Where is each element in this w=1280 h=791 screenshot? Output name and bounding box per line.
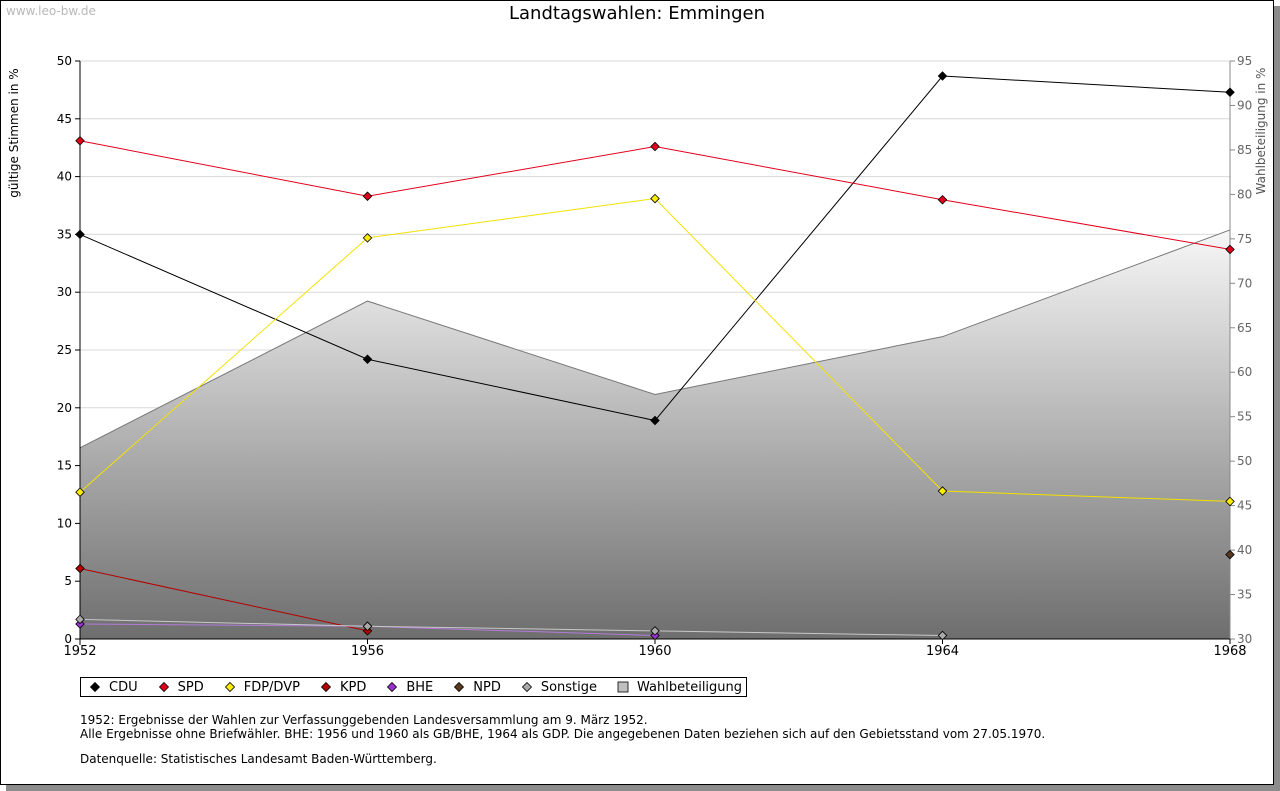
legend-item-sonstige: Sonstige [521, 680, 597, 695]
y-tick-label-left: 35 [57, 227, 72, 241]
turnout-area [79, 229, 1231, 639]
legend-label-fdp-dvp: FDP/DVP [243, 679, 300, 695]
y-tick-label-right: 80 [1237, 187, 1252, 201]
legend-label-kpd: KPD [339, 679, 367, 695]
turnout-line [79, 229, 1231, 449]
legend-label-bhe: BHE [406, 679, 434, 695]
data-point-cdu [75, 229, 85, 240]
frame-shadow-right [1274, 6, 1280, 791]
legend-item-spd: SPD [158, 680, 204, 695]
legend-item-fdp-dvp: FDP/DVP [224, 680, 300, 695]
data-point-cdu [937, 71, 948, 81]
series [75, 71, 1235, 641]
y-tick-label-right: 50 [1237, 454, 1252, 468]
x-tick-label: 1952 [63, 644, 96, 659]
data-point-fdp-dvp [650, 193, 660, 204]
y-tick-label-right: 75 [1237, 232, 1252, 246]
data-point-sonstige [937, 630, 948, 641]
legend-item-wahlbeteiligung: Wahlbeteiligung [617, 680, 742, 695]
y-tick-label-right: 70 [1237, 276, 1252, 290]
y-tick-label-right: 30 [1237, 632, 1252, 646]
x-tick-label: 1960 [638, 644, 671, 659]
legend-marker-bhe [387, 681, 398, 693]
legend-swatch [224, 681, 235, 693]
legend-item-bhe: BHE [386, 680, 433, 695]
y-tick-label-left: 10 [57, 516, 72, 530]
legend-swatch [89, 681, 101, 693]
x-tick-label: 1956 [351, 644, 384, 659]
y-tick-label-right: 55 [1237, 410, 1252, 424]
y-tick-label-left: 15 [57, 459, 72, 473]
legend-swatch [454, 681, 465, 693]
legend-item-npd: NPD [453, 680, 501, 695]
y-tick-label-left: 30 [57, 285, 72, 299]
legend-swatch [521, 681, 532, 693]
y-tick-label-left: 25 [57, 343, 72, 357]
data-point-cdu [1225, 87, 1235, 97]
legend-marker-wahlbeteiligung [617, 681, 629, 693]
x-tick-label: 1968 [1213, 644, 1246, 659]
data-point-cdu [650, 415, 660, 426]
data-point-spd [650, 141, 660, 152]
y-tick-label-right: 85 [1237, 143, 1252, 157]
y-tick-label-right: 40 [1237, 543, 1252, 557]
legend-swatch [320, 681, 332, 693]
x-tick-label: 1964 [926, 644, 959, 659]
data-point-kpd [75, 563, 85, 574]
legend-swatch [617, 681, 629, 693]
legend-item-kpd: KPD [320, 680, 366, 695]
legend-label-wahlbeteiligung: Wahlbeteiligung [637, 679, 743, 695]
series-line-kpd [79, 567, 368, 632]
data-point-fdp-dvp [75, 487, 85, 497]
data-source: Datenquelle: Statistisches Landesamt Bad… [80, 752, 437, 766]
line-chart: 0 5 10 15 20 25 30 35 40 45 50 30 35 40 45 50 55 60 65 70 75… [57, 54, 1253, 659]
y-tick-label-right: 95 [1237, 54, 1252, 68]
legend-marker-spd [158, 681, 169, 693]
data-point-npd [1225, 549, 1235, 560]
y-tick-label-left: 45 [57, 112, 72, 126]
data-point-sonstige [650, 626, 660, 636]
data-point-sonstige [75, 614, 85, 625]
turnout-area-fill [80, 229, 1230, 639]
y-tick-label-right: 45 [1237, 499, 1252, 513]
legend-label-cdu: CDU [109, 679, 138, 695]
data-point-fdp-dvp [362, 233, 373, 243]
data-point-spd [75, 135, 85, 146]
y-tick-label-left: 5 [64, 574, 72, 588]
legend-marker-npd [454, 681, 465, 693]
legend-label-sonstige: Sonstige [540, 679, 598, 695]
y-tick-label-left: 50 [57, 54, 72, 68]
legend-marker-cdu [89, 681, 101, 693]
y-tick-label-right: 60 [1237, 365, 1252, 379]
y-tick-label-left: 0 [64, 632, 72, 646]
data-point-spd [362, 191, 373, 202]
legend-swatch [387, 681, 398, 693]
data-point-sonstige [362, 621, 373, 632]
data-point-spd [937, 194, 948, 205]
legend-label-npd: NPD [473, 679, 501, 695]
legend-label-spd: SPD [177, 679, 204, 695]
frame-shadow-bottom [6, 785, 1280, 791]
chart-title: Landtagswahlen: Emmingen [509, 3, 765, 24]
legend-marker-kpd [320, 681, 332, 693]
data-point-fdp-dvp [1225, 496, 1235, 507]
legend-marker-fdp-dvp [224, 681, 235, 693]
legend-marker-sonstige [521, 681, 532, 693]
series-line-sonstige [79, 618, 943, 637]
footnote-1: 1952: Ergebnisse der Wahlen zur Verfassu… [80, 713, 648, 727]
data-point-spd [1225, 244, 1235, 255]
watermark: www.leo-bw.de [6, 4, 96, 18]
y-tick-label-right: 65 [1237, 321, 1252, 335]
legend-swatch [158, 681, 169, 693]
legend: CDU SPD FDP/DVP KPD BHE NPD Sonstige Wahlbeteil… [80, 677, 748, 697]
footnotes: 1952: Ergebnisse der Wahlen zur Verfassu… [80, 713, 1045, 741]
y-tick-label-left: 20 [57, 401, 72, 415]
y-tick-label-right: 35 [1237, 588, 1252, 602]
data-point-cdu [362, 354, 373, 365]
footnote-2: Alle Ergebnisse ohne Briefwähler. BHE: 1… [80, 727, 1046, 741]
y-tick-label-left: 40 [57, 170, 72, 184]
y-tick-label-right: 90 [1237, 98, 1252, 112]
legend-item-cdu: CDU [89, 680, 138, 695]
data-point-fdp-dvp [937, 486, 948, 496]
